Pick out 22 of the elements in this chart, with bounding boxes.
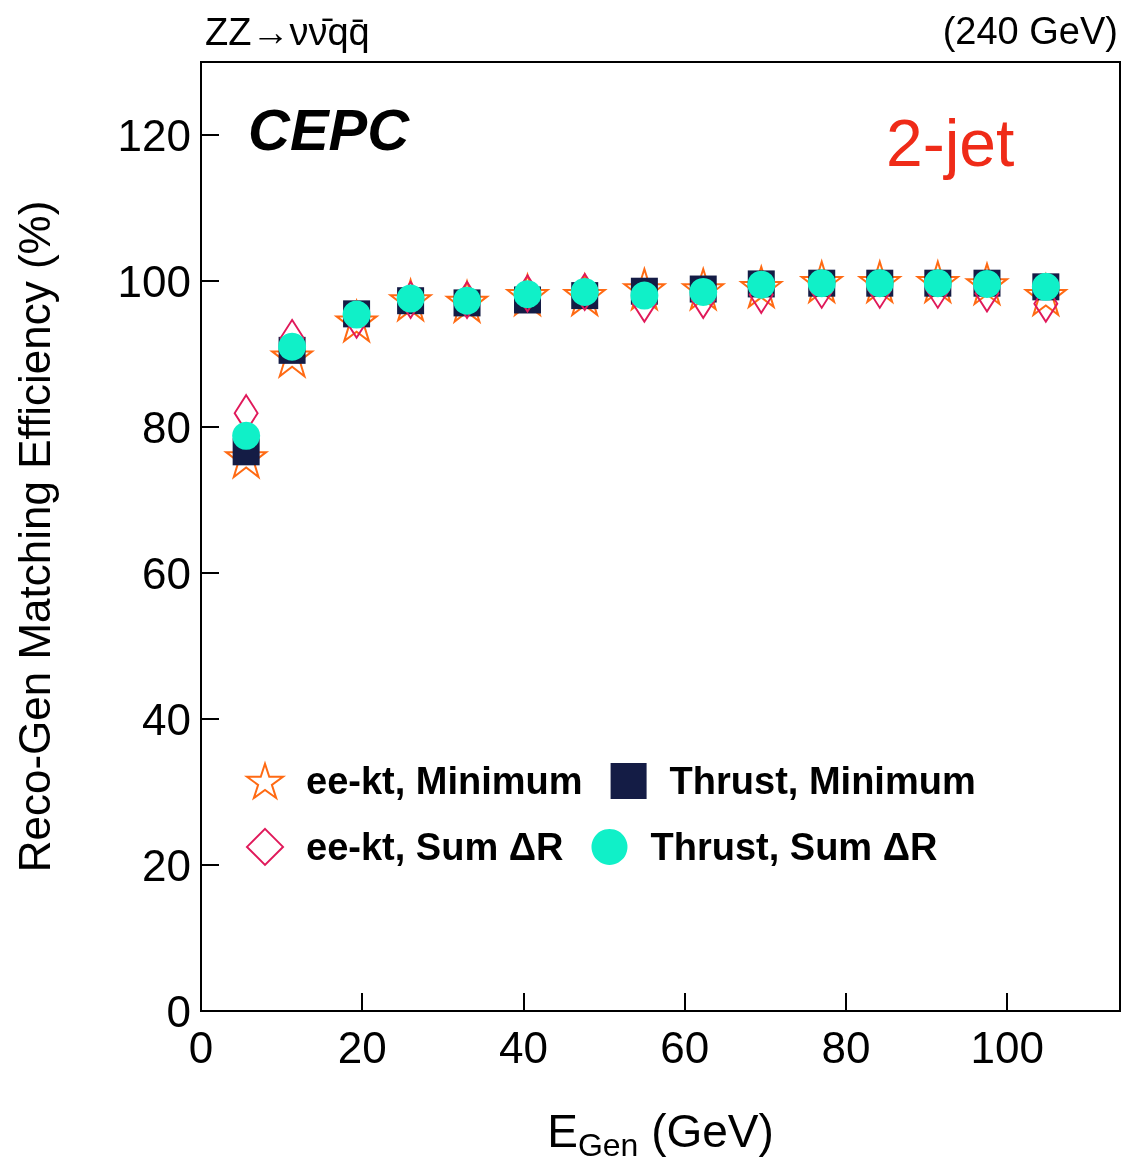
y-tick-label: 100 [117,256,191,306]
y-tick-label: 40 [142,694,191,744]
legend-label: ee-kt, Sum ΔR [306,825,564,868]
y-tick-label: 0 [166,986,191,1036]
point [232,421,261,450]
y-axis-title: Reco-Gen Matching Efficiency (%) [9,200,59,873]
x-tick-label: 20 [337,1022,387,1072]
legend-label: Thrust, Sum ΔR [650,825,938,868]
annotation: CEPC [248,96,411,162]
x-tick-label: 100 [970,1022,1044,1072]
y-tick-label: 20 [142,840,191,890]
x-tick-label: 80 [821,1022,871,1072]
chart-title: ZZ→νν̄qq̄ [205,11,370,53]
y-tick-label: 60 [142,548,191,598]
legend-label: ee-kt, Minimum [306,759,583,802]
text: (240 GeV) [942,10,1119,52]
x-tick-label: 60 [660,1022,710,1072]
annotation: 2-jet [886,106,1015,180]
y-tick-label: 120 [117,110,191,160]
y-tick-label: 80 [142,402,191,452]
legend-label: Thrust, Minimum [669,759,976,802]
x-tick-label: 40 [498,1022,548,1072]
